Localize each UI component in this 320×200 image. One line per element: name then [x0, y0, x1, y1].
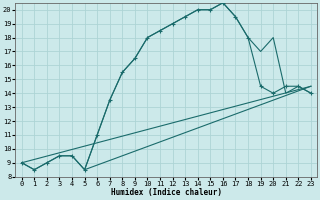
X-axis label: Humidex (Indice chaleur): Humidex (Indice chaleur): [111, 188, 222, 197]
